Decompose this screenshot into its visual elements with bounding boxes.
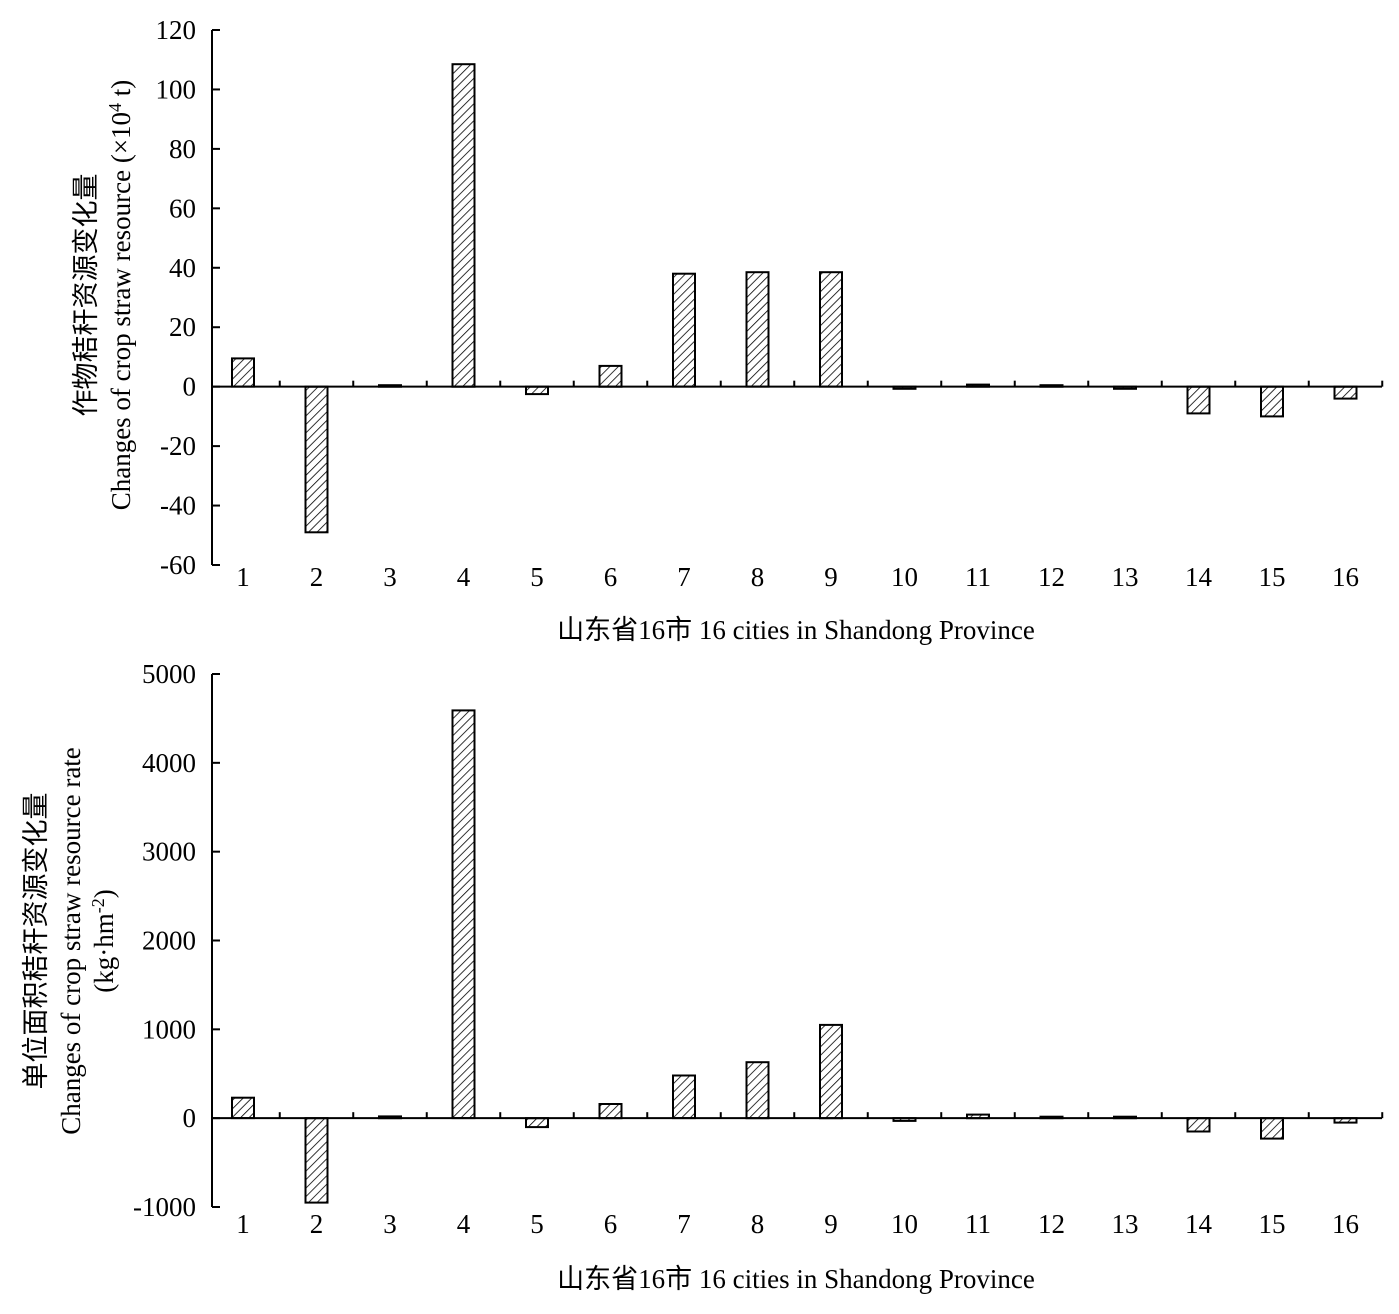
bottom-ylabel-unit: (kg·hm-2)	[88, 889, 119, 992]
bottom-chart: 单位面积秸秆资源变化量 Changes of crop straw resour…	[21, 659, 1384, 1294]
bottom-bar-9	[819, 1023, 843, 1120]
top-bar-14	[1186, 385, 1211, 415]
bottom-y-axis-title: 单位面积秸秆资源变化量 Changes of crop straw resour…	[21, 747, 119, 1135]
bottom-x-tick-label: 16	[1332, 1209, 1359, 1239]
bottom-bar-1	[231, 1096, 255, 1120]
bottom-x-tick-label: 13	[1112, 1209, 1139, 1239]
top-y-tick-label: -40	[160, 491, 196, 521]
bottom-y-tick-label: 5000	[142, 659, 196, 689]
bottom-x-tick-label: 2	[310, 1209, 324, 1239]
top-xlabel: 山东省16市 16 cities in Shandong Province	[557, 615, 1035, 645]
bottom-y-tick-label: 0	[183, 1103, 197, 1133]
top-bar-9	[819, 271, 843, 388]
top-y-tick-label: 40	[169, 253, 196, 283]
bottom-x-tick-label: 11	[965, 1209, 991, 1239]
bottom-x-tick-label: 3	[383, 1209, 397, 1239]
bottom-y-tick-label: -1000	[133, 1192, 196, 1222]
bottom-bar-15	[1260, 1117, 1284, 1140]
top-x-tick-label: 7	[677, 562, 691, 592]
top-ylabel-en-main: Changes of crop straw resource (×10	[106, 112, 136, 510]
top-x-tick-label: 9	[824, 562, 838, 592]
top-y-axis-title: 作物秸秆资源变化量 Changes of crop straw resource…	[71, 80, 136, 511]
bottom-y-tick-label: 3000	[142, 837, 196, 867]
top-chart: 作物秸秆资源变化量 Changes of crop straw resource…	[71, 15, 1384, 645]
top-y-tick-label: 120	[156, 15, 197, 45]
top-x-tick-label: 10	[891, 562, 918, 592]
top-x-tick-label: 16	[1332, 562, 1359, 592]
top-x-tick-label: 1	[236, 562, 250, 592]
bottom-ylabel-unit-main: (kg·hm	[89, 913, 119, 992]
bottom-bar-14	[1186, 1117, 1211, 1133]
top-bar-4	[451, 63, 476, 388]
top-bar-16	[1333, 385, 1358, 400]
bottom-x-tick-label: 8	[751, 1209, 765, 1239]
top-x-tick-label: 12	[1038, 562, 1065, 592]
top-y-tick-label: -60	[160, 550, 196, 580]
top-bar-5	[525, 385, 549, 396]
top-x-tick-label: 6	[604, 562, 618, 592]
bottom-bar-4	[451, 709, 476, 1120]
top-ylabel-en-tail: t)	[106, 80, 136, 103]
bottom-x-tick-label: 5	[530, 1209, 544, 1239]
top-ylabel-en-sup: 4	[105, 103, 125, 112]
bottom-x-tick-label: 10	[891, 1209, 918, 1239]
top-y-tick-label: 80	[169, 134, 196, 164]
top-x-tick-label: 13	[1112, 562, 1139, 592]
bottom-y-tick-label: 4000	[142, 748, 196, 778]
bottom-ylabel-unit-sup: -2	[88, 898, 108, 913]
top-bar-2	[304, 385, 329, 534]
top-x-tick-label: 3	[383, 562, 397, 592]
bottom-y-tick-label: 1000	[142, 1014, 196, 1044]
top-bar-15	[1260, 385, 1284, 418]
top-x-tick-label: 5	[530, 562, 544, 592]
bottom-x-tick-label: 9	[824, 1209, 838, 1239]
bottom-x-tick-label: 12	[1038, 1209, 1065, 1239]
top-bar-8	[745, 271, 770, 388]
bottom-x-tick-label: 15	[1259, 1209, 1286, 1239]
top-y-tick-label: 60	[169, 193, 196, 223]
top-x-tick-label: 14	[1185, 562, 1213, 592]
top-y-tick-label: 100	[156, 74, 197, 104]
bottom-ylabel-en: Changes of crop straw resource rate	[56, 747, 86, 1135]
top-x-tick-label: 4	[457, 562, 471, 592]
bottom-bar-7	[672, 1074, 696, 1120]
top-ylabel-en: Changes of crop straw resource (×104 t)	[105, 80, 136, 511]
top-x-tick-label: 11	[965, 562, 991, 592]
bottom-x-tick-label: 4	[457, 1209, 471, 1239]
top-y-tick-label: 20	[169, 312, 196, 342]
bottom-x-tick-label: 6	[604, 1209, 618, 1239]
top-ylabel-cn: 作物秸秆资源变化量	[71, 174, 101, 417]
bottom-bar-5	[525, 1117, 549, 1129]
bottom-bar-6	[598, 1103, 623, 1120]
top-bar-6	[598, 364, 623, 388]
top-bar-7	[672, 272, 696, 388]
bottom-bar-2	[304, 1117, 329, 1204]
bottom-x-tick-label: 14	[1185, 1209, 1213, 1239]
top-y-tick-label: 0	[183, 372, 197, 402]
bottom-y-tick-label: 2000	[142, 926, 196, 956]
bottom-x-tick-label: 1	[236, 1209, 250, 1239]
top-x-tick-label: 2	[310, 562, 324, 592]
top-x-tick-label: 8	[751, 562, 765, 592]
bottom-ylabel-cn: 单位面积秸秆资源变化量	[21, 793, 51, 1090]
bottom-x-tick-label: 7	[677, 1209, 691, 1239]
top-x-tick-label: 15	[1259, 562, 1286, 592]
bottom-ylabel-unit-tail: )	[89, 889, 119, 898]
top-y-tick-label: -20	[160, 431, 196, 461]
bottom-xlabel: 山东省16市 16 cities in Shandong Province	[557, 1264, 1035, 1294]
bottom-bar-8	[745, 1061, 770, 1120]
top-bar-1	[231, 357, 255, 388]
